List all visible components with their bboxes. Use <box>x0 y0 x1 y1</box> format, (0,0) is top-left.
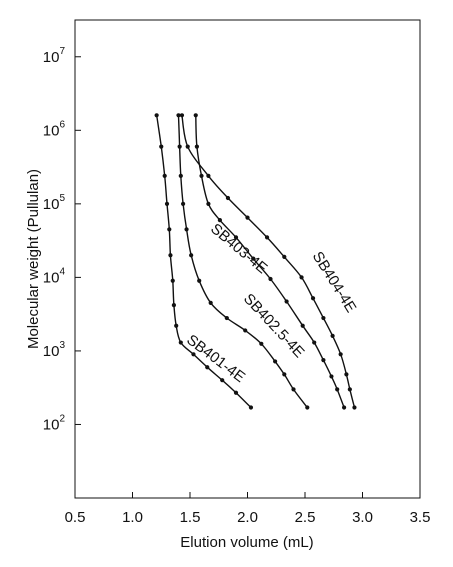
data-point <box>300 323 305 328</box>
series-label-sb403-4e: SB403-4E <box>207 220 270 277</box>
data-point <box>259 341 264 346</box>
data-point <box>217 218 222 223</box>
data-point <box>194 144 199 149</box>
x-tick-label: 3.5 <box>410 509 431 526</box>
data-point <box>233 390 239 395</box>
data-point <box>335 387 340 392</box>
y-tick-base: 10 <box>43 343 60 360</box>
y-tick-exponent: 2 <box>59 413 65 424</box>
data-point <box>184 227 189 232</box>
series-sb401-4e: SB401-4E <box>154 113 254 410</box>
data-point <box>352 405 357 410</box>
data-point <box>344 372 349 377</box>
data-point <box>245 215 250 220</box>
data-point <box>264 235 270 240</box>
y-tick-label: 105 <box>43 193 66 213</box>
series-label-sb401-4e: SB401-4E <box>183 331 248 386</box>
x-tick-label: 1.0 <box>122 509 143 526</box>
data-point <box>321 358 326 363</box>
y-tick-base: 10 <box>43 416 60 433</box>
y-tick-exponent: 7 <box>59 46 65 57</box>
data-point <box>225 195 231 201</box>
y-tick-label: 107 <box>43 46 66 66</box>
x-axis-ticks: 0.5 1.0 1.5 2.0 2.5 3.0 3.5 <box>65 492 431 526</box>
y-tick-exponent: 5 <box>59 193 65 204</box>
data-point <box>177 144 182 149</box>
data-point <box>310 296 316 301</box>
data-point <box>191 352 196 357</box>
data-point <box>220 378 225 383</box>
y-tick-exponent: 3 <box>59 340 65 351</box>
data-point <box>171 302 176 308</box>
x-tick-label: 3.0 <box>352 509 373 526</box>
y-tick-base: 10 <box>43 196 60 213</box>
y-tick-exponent: 6 <box>59 119 65 130</box>
data-point <box>282 372 287 377</box>
data-point <box>199 173 204 178</box>
y-tick-label: 106 <box>43 119 66 139</box>
data-point <box>193 113 198 118</box>
y-axis-label: Molecular weight (Pullulan) <box>25 169 42 349</box>
data-point <box>342 405 347 410</box>
data-point <box>162 173 167 178</box>
data-point <box>205 365 210 370</box>
data-point <box>178 340 183 345</box>
series-sb404-4e: SB404-4E <box>179 113 359 410</box>
y-tick-base: 10 <box>43 49 60 66</box>
data-point <box>312 340 317 345</box>
data-point <box>159 144 164 149</box>
y-tick-exponent: 4 <box>59 266 65 277</box>
data-point <box>338 352 343 357</box>
data-point <box>197 278 202 283</box>
data-point <box>329 374 334 379</box>
x-tick-label: 1.5 <box>180 509 201 526</box>
data-point <box>181 201 186 206</box>
x-tick-label: 0.5 <box>65 509 86 526</box>
x-tick-label: 2.5 <box>295 509 316 526</box>
data-point <box>168 253 173 258</box>
x-axis-label: Elution volume (mL) <box>180 534 313 551</box>
data-point <box>282 254 287 259</box>
data-point <box>248 405 254 410</box>
data-point <box>284 299 289 304</box>
data-point <box>305 405 310 410</box>
data-point <box>164 201 170 206</box>
data-point <box>208 300 213 305</box>
data-point <box>224 315 229 321</box>
data-point <box>179 113 185 118</box>
y-tick-base: 10 <box>43 269 60 286</box>
y-tick-label: 104 <box>43 266 66 286</box>
data-point <box>170 278 175 283</box>
data-point <box>189 253 194 258</box>
y-tick-label: 102 <box>43 413 66 433</box>
data-point <box>243 328 248 333</box>
data-point <box>321 315 326 321</box>
data-point <box>206 201 211 206</box>
series-label-sb402-5-4e: SB402.5-4E <box>240 290 308 361</box>
x-tick-label: 2.0 <box>237 509 258 526</box>
data-point <box>154 113 159 118</box>
data-point <box>176 113 181 118</box>
data-point <box>273 359 278 364</box>
data-point <box>167 227 172 232</box>
data-point <box>299 275 304 280</box>
data-point <box>251 256 256 261</box>
data-point <box>178 173 183 178</box>
data-point <box>206 173 211 178</box>
data-point <box>347 387 352 392</box>
data-point <box>233 235 239 240</box>
data-point <box>185 144 190 149</box>
y-tick-label: 103 <box>43 340 66 360</box>
data-point <box>291 387 296 392</box>
y-tick-base: 10 <box>43 122 60 139</box>
data-point <box>330 333 335 339</box>
data-point <box>268 276 273 282</box>
data-point <box>174 323 179 328</box>
